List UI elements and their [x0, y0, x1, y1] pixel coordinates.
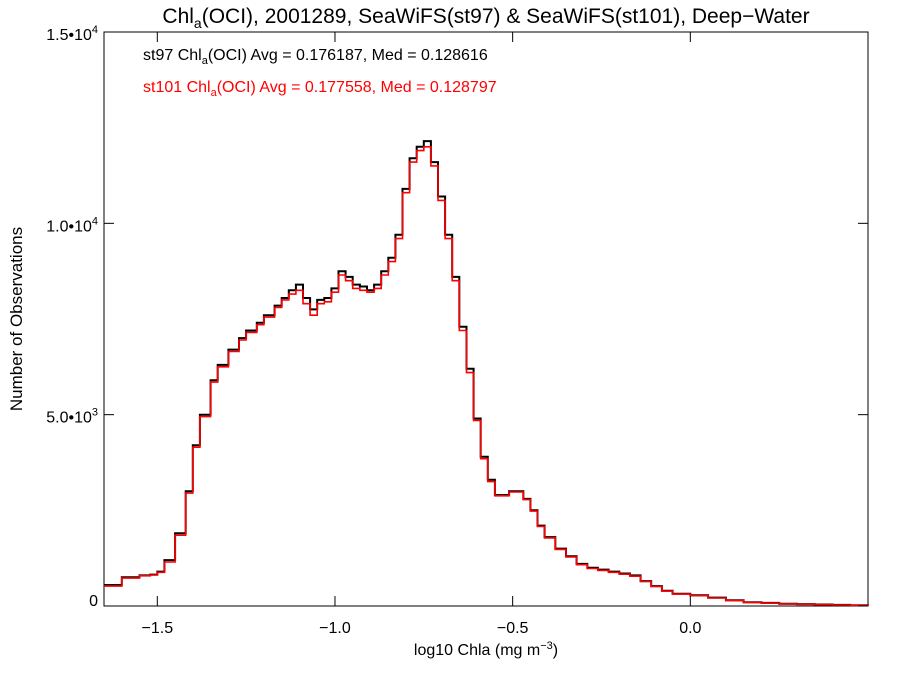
annotation-st97-suffix: (OCI) Avg = 0.176187, Med = 0.128616: [208, 47, 488, 64]
x-tick-label: −0.5: [497, 620, 529, 637]
annotation-st97-prefix: st97 Chl: [143, 47, 202, 64]
chart-title-prefix: Chl: [162, 5, 194, 28]
x-axis-label-close: ): [553, 642, 558, 659]
y-tick-label: 0: [89, 593, 98, 610]
x-tick-label: 0.0: [679, 620, 701, 637]
y-tick-label: 5.0•103: [46, 407, 98, 427]
x-axis-ticks: −1.5 −1.0 −0.5 0.0: [142, 32, 702, 637]
x-tick-label: −1.0: [319, 620, 351, 637]
y-tick-label: 1.5•104: [46, 24, 98, 44]
plot-frame: [103, 31, 869, 607]
chart-title: Chla(OCI), 2001289, SeaWiFS(st97) & SeaW…: [162, 5, 809, 31]
y-tick-label: 1.0•104: [46, 215, 98, 235]
annotation-st101-prefix: st101 Chl: [143, 79, 211, 96]
annotation-st97-subscript: a: [202, 55, 209, 67]
x-axis-label: log10 Chla (mg m−3): [414, 640, 558, 659]
series-st101-line: [104, 146, 869, 607]
x-axis-label-main: log10 Chla (mg m: [414, 642, 540, 659]
y-axis-ticks: 0 5.0•103 1.0•104 1.5•104: [46, 24, 868, 610]
chart-title-suffix: (OCI), 2001289, SeaWiFS(st97) & SeaWiFS(…: [202, 5, 810, 28]
chart-title-subscript: a: [194, 15, 202, 31]
annotation-st101: st101 Chla(OCI) Avg = 0.177558, Med = 0.…: [143, 79, 497, 99]
annotation-st101-subscript: a: [211, 87, 218, 99]
y-axis-label: Number of Observations: [7, 227, 26, 411]
annotation-st101-suffix: (OCI) Avg = 0.177558, Med = 0.128797: [217, 79, 497, 96]
x-tick-label: −1.5: [142, 620, 174, 637]
series-st97-line: [104, 140, 869, 607]
x-axis-label-superscript: −3: [540, 640, 553, 652]
annotation-st97: st97 Chla(OCI) Avg = 0.176187, Med = 0.1…: [143, 47, 488, 67]
